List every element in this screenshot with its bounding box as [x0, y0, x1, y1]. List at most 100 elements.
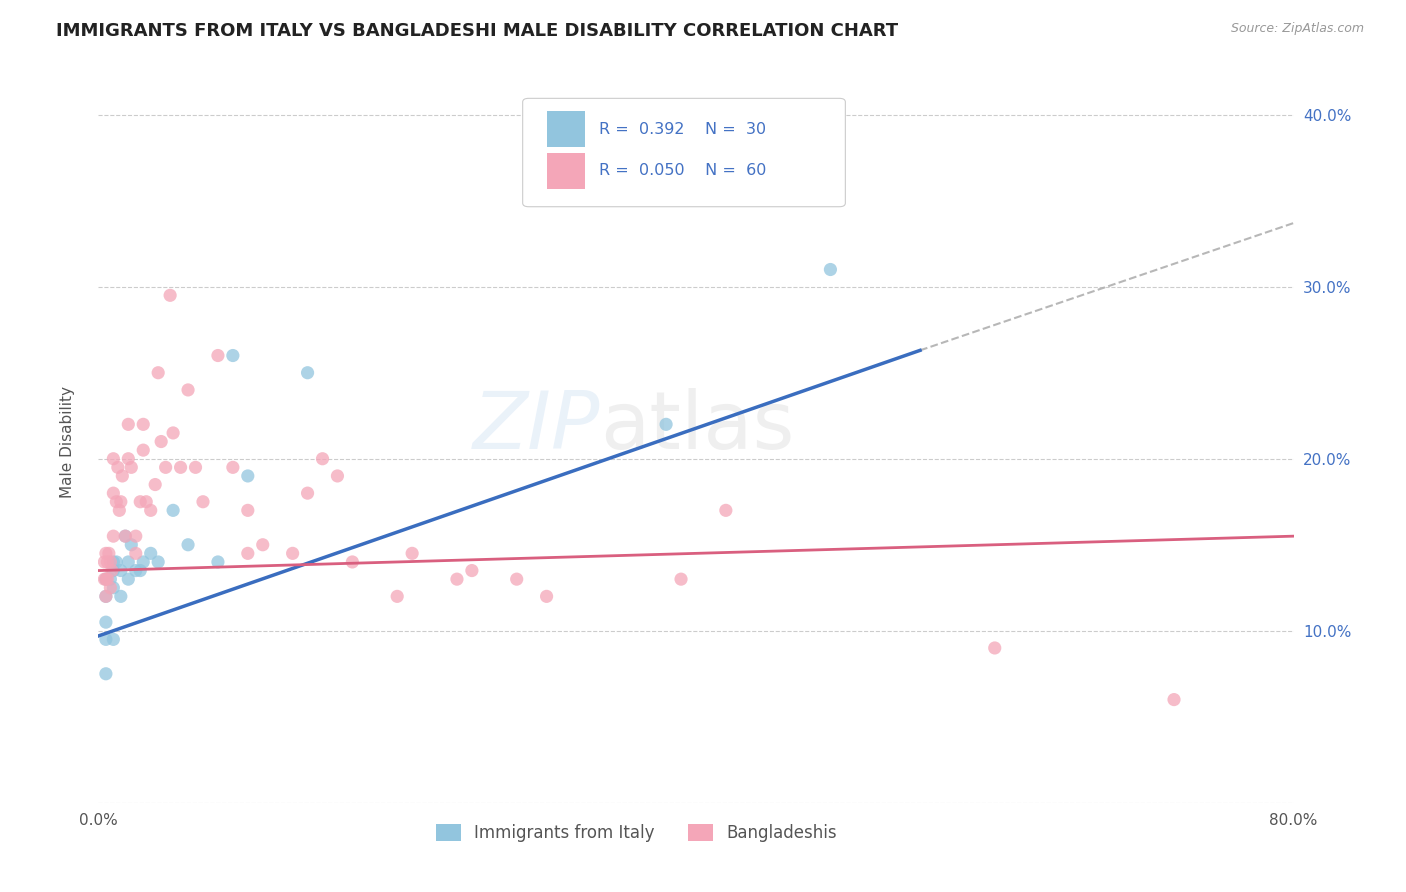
- Point: [401, 546, 423, 560]
- Point: [177, 383, 200, 397]
- Point: [669, 572, 692, 586]
- Point: [117, 572, 139, 586]
- Point: [132, 555, 155, 569]
- Point: [101, 564, 124, 578]
- Point: [94, 666, 117, 681]
- Y-axis label: Male Disability: Male Disability: [60, 385, 75, 498]
- Point: [120, 460, 142, 475]
- Point: [108, 503, 131, 517]
- Point: [94, 590, 117, 604]
- Point: [117, 451, 139, 466]
- Point: [820, 262, 842, 277]
- Point: [506, 572, 529, 586]
- Point: [103, 451, 125, 466]
- Point: [132, 443, 155, 458]
- Point: [93, 555, 115, 569]
- Point: [125, 529, 148, 543]
- Point: [111, 469, 134, 483]
- Point: [93, 572, 115, 586]
- Point: [385, 590, 409, 604]
- Text: R =  0.392    N =  30: R = 0.392 N = 30: [599, 122, 766, 136]
- FancyBboxPatch shape: [547, 112, 585, 147]
- Point: [117, 417, 139, 432]
- Point: [342, 555, 364, 569]
- Point: [94, 572, 117, 586]
- Point: [461, 564, 484, 578]
- Point: [184, 460, 207, 475]
- Point: [110, 590, 132, 604]
- Point: [125, 546, 148, 560]
- Legend: Immigrants from Italy, Bangladeshis: Immigrants from Italy, Bangladeshis: [429, 817, 844, 848]
- Point: [103, 529, 125, 543]
- Point: [129, 564, 152, 578]
- Text: atlas: atlas: [600, 388, 794, 467]
- Point: [150, 434, 173, 449]
- Point: [107, 460, 129, 475]
- Point: [207, 555, 229, 569]
- Point: [96, 555, 118, 569]
- Point: [125, 564, 148, 578]
- Point: [236, 546, 259, 560]
- Point: [536, 590, 558, 604]
- Point: [103, 581, 125, 595]
- Point: [191, 494, 214, 508]
- Point: [281, 546, 304, 560]
- Text: IMMIGRANTS FROM ITALY VS BANGLADESHI MALE DISABILITY CORRELATION CHART: IMMIGRANTS FROM ITALY VS BANGLADESHI MAL…: [56, 22, 898, 40]
- Point: [110, 564, 132, 578]
- Point: [110, 494, 132, 508]
- Point: [222, 460, 245, 475]
- FancyBboxPatch shape: [523, 98, 845, 207]
- Point: [103, 632, 125, 647]
- Point: [222, 349, 245, 363]
- Point: [94, 590, 117, 604]
- Point: [297, 486, 319, 500]
- Point: [984, 640, 1007, 655]
- Point: [97, 546, 120, 560]
- Point: [714, 503, 737, 517]
- Text: R =  0.050    N =  60: R = 0.050 N = 60: [599, 163, 766, 178]
- FancyBboxPatch shape: [547, 153, 585, 189]
- Point: [143, 477, 166, 491]
- Point: [103, 564, 125, 578]
- Point: [162, 503, 184, 517]
- Point: [169, 460, 191, 475]
- Point: [98, 555, 122, 569]
- Point: [177, 538, 200, 552]
- Point: [98, 581, 122, 595]
- Point: [132, 417, 155, 432]
- Point: [114, 529, 136, 543]
- Point: [114, 529, 136, 543]
- Point: [139, 546, 162, 560]
- Point: [159, 288, 181, 302]
- Point: [120, 538, 142, 552]
- Point: [446, 572, 468, 586]
- Text: Source: ZipAtlas.com: Source: ZipAtlas.com: [1230, 22, 1364, 36]
- Point: [135, 494, 157, 508]
- Point: [326, 469, 349, 483]
- Point: [103, 555, 125, 569]
- Point: [155, 460, 177, 475]
- Point: [236, 503, 259, 517]
- Point: [105, 555, 128, 569]
- Point: [94, 572, 117, 586]
- Point: [148, 366, 170, 380]
- Point: [655, 417, 678, 432]
- Point: [96, 572, 118, 586]
- Point: [105, 494, 128, 508]
- Point: [94, 546, 117, 560]
- Point: [311, 451, 333, 466]
- Point: [236, 469, 259, 483]
- Point: [1163, 692, 1185, 706]
- Point: [94, 615, 117, 630]
- Point: [148, 555, 170, 569]
- Point: [103, 486, 125, 500]
- Text: ZIP: ZIP: [472, 388, 600, 467]
- Point: [297, 366, 319, 380]
- Point: [252, 538, 274, 552]
- Point: [139, 503, 162, 517]
- Point: [162, 425, 184, 440]
- Point: [207, 349, 229, 363]
- Point: [98, 572, 122, 586]
- Point: [94, 632, 117, 647]
- Point: [129, 494, 152, 508]
